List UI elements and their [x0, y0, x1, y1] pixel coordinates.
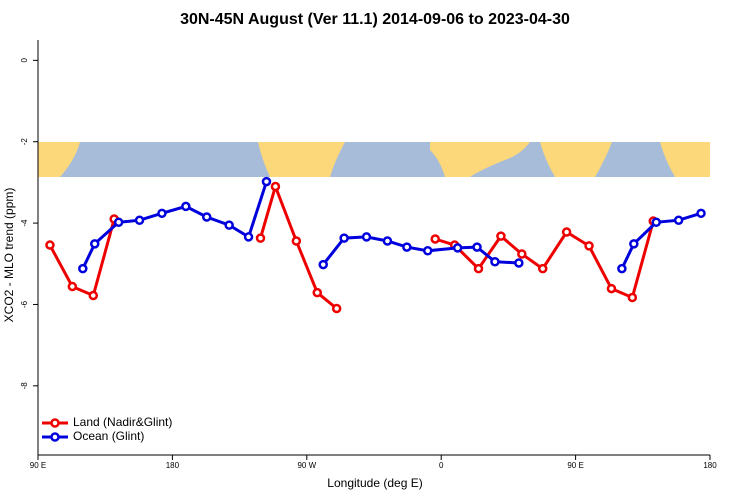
data-point [113, 217, 124, 228]
data-point [78, 263, 88, 274]
data-point [472, 242, 482, 252]
x-tick-label: 180 [703, 461, 717, 470]
data-point [261, 176, 272, 187]
data-point [201, 212, 212, 222]
data-point [318, 259, 328, 270]
x-tick-label: 0 [439, 461, 444, 470]
x-tick-label: 90 E [567, 461, 583, 470]
data-point [561, 227, 572, 237]
y-tick-label: -4 [20, 219, 29, 227]
x-axis-label: Longitude (deg E) [327, 476, 422, 490]
legend-marker [50, 418, 60, 428]
series-line [81, 181, 702, 270]
data-point [627, 292, 638, 303]
data-point [402, 242, 412, 252]
data-point [291, 236, 302, 246]
data-point [224, 220, 234, 230]
map-band [38, 142, 710, 177]
data-point [181, 201, 191, 212]
y-tick-label: -8 [20, 382, 29, 390]
data-point [517, 249, 527, 259]
x-tick-label: 90 W [297, 461, 316, 470]
data-point [382, 236, 393, 246]
y-tick-label: 0 [20, 58, 29, 63]
data-point [473, 263, 484, 274]
data-point [312, 287, 323, 298]
data-point [651, 217, 661, 228]
data-point [89, 239, 100, 249]
data-point [496, 231, 506, 241]
data-point [88, 290, 99, 301]
data-point [243, 232, 254, 242]
chart-title: 30N-45N August (Ver 11.1) 2014-09-06 to … [180, 11, 570, 28]
data-point [606, 283, 617, 294]
data-point [617, 263, 627, 274]
data-point [673, 215, 684, 225]
data-point [584, 241, 594, 251]
data-point [490, 256, 500, 267]
legend-label: Land (Nadir&Glint) [73, 415, 172, 429]
data-point [430, 234, 440, 244]
data-point [67, 281, 78, 292]
data-point [423, 246, 433, 256]
x-tick-label: 90 E [30, 461, 46, 470]
y-tick-label: -2 [20, 138, 29, 146]
data-point [339, 233, 349, 243]
data-point [255, 233, 266, 243]
data-point [361, 232, 372, 242]
y-tick-label: -6 [20, 300, 29, 308]
data-point [45, 240, 55, 250]
legend-marker [50, 432, 60, 442]
series-line [48, 181, 655, 310]
data-point [331, 303, 342, 314]
data-point [134, 215, 145, 225]
data-point [629, 239, 639, 249]
data-point [270, 181, 281, 192]
legend-label: Ocean (Glint) [73, 429, 144, 443]
data-point [537, 263, 548, 274]
data-point [157, 208, 167, 219]
data-point [514, 258, 524, 268]
data-point [696, 208, 706, 219]
x-tick-label: 180 [166, 461, 180, 470]
data-point [452, 243, 463, 253]
y-axis-label: XCO2 - MLO trend (ppm) [2, 188, 16, 323]
